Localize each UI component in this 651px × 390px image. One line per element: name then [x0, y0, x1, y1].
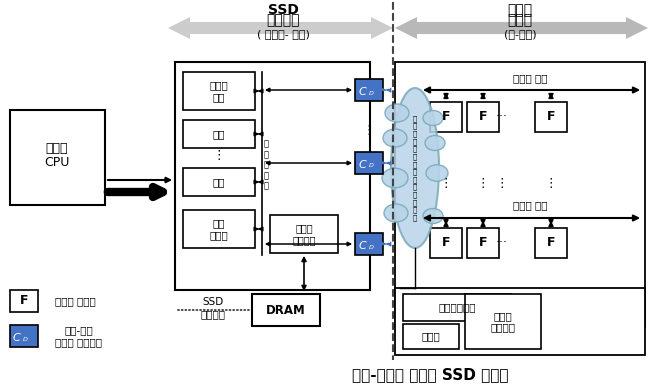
- Text: 라우터: 라우터: [422, 332, 440, 342]
- Ellipse shape: [391, 88, 439, 248]
- Text: 플래시 메모리: 플래시 메모리: [55, 296, 96, 306]
- Text: 에러정정코드: 에러정정코드: [438, 303, 476, 312]
- Bar: [10, 290, 38, 312]
- Text: 플래시
컨트롤러: 플래시 컨트롤러: [490, 311, 516, 332]
- Text: SSD: SSD: [268, 3, 298, 17]
- Bar: [270, 215, 338, 253]
- Text: $\mathit{C}$: $\mathit{C}$: [358, 239, 368, 251]
- Ellipse shape: [425, 135, 445, 151]
- Text: F: F: [478, 110, 487, 124]
- Ellipse shape: [385, 104, 409, 122]
- Text: F: F: [442, 236, 450, 250]
- Bar: [10, 325, 38, 347]
- Text: DRAM: DRAM: [266, 303, 306, 317]
- Bar: [175, 62, 370, 290]
- Text: 메모리: 메모리: [507, 13, 533, 27]
- Text: $_D$: $_D$: [22, 335, 29, 344]
- Text: F: F: [547, 110, 555, 124]
- Text: 코어: 코어: [213, 129, 225, 139]
- Text: $\mathit{C}$: $\mathit{C}$: [358, 158, 368, 170]
- Text: F: F: [442, 110, 450, 124]
- Bar: [465, 294, 541, 349]
- Bar: [430, 102, 462, 132]
- Text: 플래시 버스: 플래시 버스: [513, 200, 547, 210]
- Ellipse shape: [426, 165, 448, 181]
- Bar: [183, 168, 255, 196]
- Text: ···: ···: [496, 236, 508, 250]
- Bar: [10, 110, 105, 205]
- Bar: [183, 72, 255, 110]
- Text: $\mathit{C}$: $\mathit{C}$: [12, 331, 21, 343]
- Ellipse shape: [383, 129, 407, 147]
- Bar: [355, 233, 383, 255]
- Bar: [403, 294, 511, 321]
- Text: F: F: [478, 236, 487, 250]
- Bar: [355, 79, 383, 101]
- Text: ⋮: ⋮: [545, 177, 557, 190]
- Text: ⋮: ⋮: [439, 177, 452, 190]
- Text: 코어: 코어: [213, 177, 225, 187]
- Text: ⋮: ⋮: [496, 177, 508, 190]
- Ellipse shape: [384, 204, 408, 222]
- Bar: [430, 228, 462, 258]
- Text: 호스트: 호스트: [46, 142, 68, 154]
- Bar: [252, 294, 320, 326]
- Bar: [183, 120, 255, 148]
- Text: 플래시: 플래시: [507, 3, 533, 17]
- Text: ⋮: ⋮: [213, 149, 225, 161]
- Text: 인터페
이스: 인터페 이스: [210, 80, 229, 102]
- Text: 시
퍼
렬
시
스: 시 퍼 렬 시 스: [264, 140, 268, 190]
- Bar: [183, 210, 255, 248]
- Ellipse shape: [423, 209, 443, 223]
- Text: $_D$: $_D$: [368, 161, 375, 170]
- Text: 에
지
능
형
플
래
시
네
트
워
크
베
이
스: 에 지 능 형 플 래 시 네 트 워 크 베 이 스: [413, 115, 417, 221]
- Text: SSD
컨트롤러: SSD 컨트롤러: [201, 297, 225, 319]
- Text: ···: ···: [496, 110, 508, 124]
- Text: 플래시 버스: 플래시 버스: [513, 73, 547, 83]
- Text: ⋮: ⋮: [477, 177, 490, 190]
- Bar: [395, 62, 645, 327]
- Text: 상호-분리형 능동적 SSD 시스템: 상호-분리형 능동적 SSD 시스템: [352, 367, 508, 383]
- Text: 내부
메모리: 내부 메모리: [210, 218, 229, 240]
- Text: CPU: CPU: [44, 156, 70, 168]
- Ellipse shape: [423, 110, 443, 126]
- Text: ⋮: ⋮: [363, 124, 375, 137]
- Text: ( 프론트- 엔드): ( 프론트- 엔드): [256, 29, 309, 39]
- Text: F: F: [20, 294, 28, 307]
- Text: (백-엔드): (백-엔드): [504, 29, 536, 39]
- Ellipse shape: [382, 168, 408, 188]
- Bar: [467, 228, 499, 258]
- Text: $_D$: $_D$: [368, 243, 375, 252]
- Bar: [395, 288, 645, 355]
- Text: $\mathit{C}$: $\mathit{C}$: [358, 85, 368, 97]
- Text: 상호-분리
플래시 컨트롤러: 상호-분리 플래시 컨트롤러: [55, 325, 102, 347]
- Text: F: F: [547, 236, 555, 250]
- Text: 컨트롤러: 컨트롤러: [266, 13, 299, 27]
- Bar: [467, 102, 499, 132]
- Text: $_D$: $_D$: [368, 89, 375, 98]
- Text: 메모리
컨트롤러: 메모리 컨트롤러: [292, 223, 316, 245]
- Polygon shape: [168, 17, 393, 39]
- Bar: [403, 324, 459, 349]
- Bar: [535, 102, 567, 132]
- Bar: [355, 152, 383, 174]
- Bar: [535, 228, 567, 258]
- Polygon shape: [395, 17, 648, 39]
